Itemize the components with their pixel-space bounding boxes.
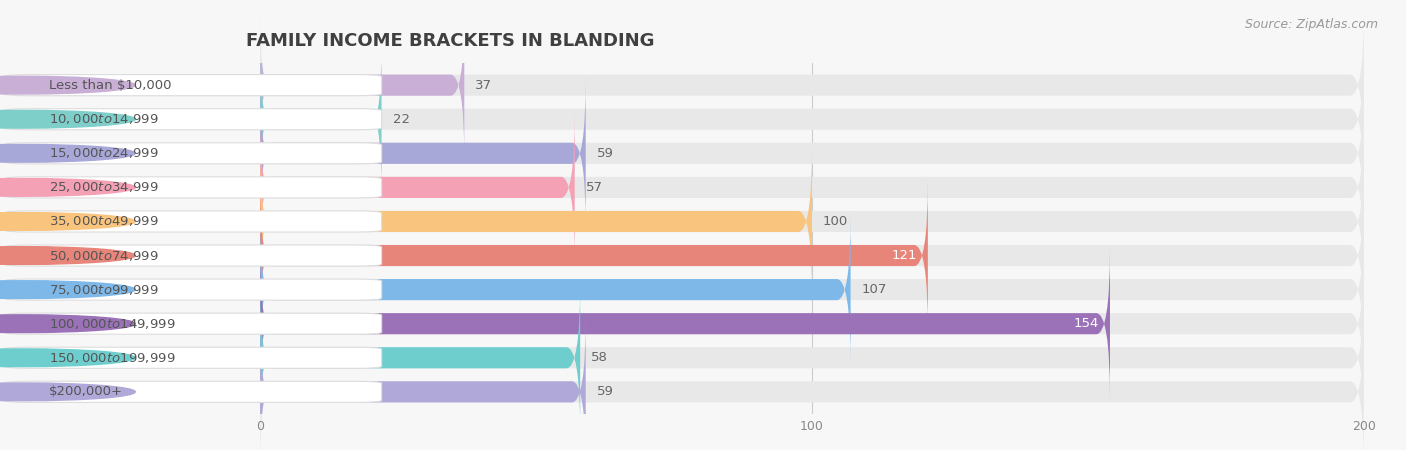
Text: $15,000 to $24,999: $15,000 to $24,999	[49, 146, 159, 160]
FancyBboxPatch shape	[260, 79, 1364, 228]
Circle shape	[0, 144, 135, 162]
Circle shape	[0, 76, 135, 94]
Text: 37: 37	[475, 79, 492, 92]
FancyBboxPatch shape	[260, 10, 1364, 160]
FancyBboxPatch shape	[4, 381, 381, 402]
FancyBboxPatch shape	[260, 113, 575, 262]
FancyBboxPatch shape	[260, 79, 586, 228]
Text: Source: ZipAtlas.com: Source: ZipAtlas.com	[1244, 18, 1378, 31]
Text: 107: 107	[862, 283, 887, 296]
FancyBboxPatch shape	[4, 245, 381, 266]
FancyBboxPatch shape	[4, 177, 381, 198]
FancyBboxPatch shape	[260, 249, 1364, 398]
Text: $50,000 to $74,999: $50,000 to $74,999	[49, 248, 159, 262]
FancyBboxPatch shape	[260, 317, 586, 450]
FancyBboxPatch shape	[260, 181, 928, 330]
FancyBboxPatch shape	[260, 181, 1364, 330]
FancyBboxPatch shape	[260, 10, 464, 160]
Text: $75,000 to $99,999: $75,000 to $99,999	[49, 283, 159, 297]
Circle shape	[0, 383, 135, 400]
Circle shape	[0, 179, 135, 196]
FancyBboxPatch shape	[260, 283, 1364, 432]
FancyBboxPatch shape	[4, 108, 381, 130]
FancyBboxPatch shape	[4, 313, 381, 334]
Text: 59: 59	[596, 147, 613, 160]
Text: 59: 59	[596, 385, 613, 398]
Text: $10,000 to $14,999: $10,000 to $14,999	[49, 112, 159, 126]
FancyBboxPatch shape	[4, 75, 381, 96]
Circle shape	[0, 247, 135, 265]
Circle shape	[0, 281, 135, 298]
Text: 121: 121	[891, 249, 917, 262]
Text: $200,000+: $200,000+	[49, 385, 124, 398]
FancyBboxPatch shape	[260, 45, 1364, 194]
Text: $35,000 to $49,999: $35,000 to $49,999	[49, 215, 159, 229]
FancyBboxPatch shape	[260, 283, 581, 432]
FancyBboxPatch shape	[260, 249, 1109, 398]
FancyBboxPatch shape	[4, 211, 381, 232]
FancyBboxPatch shape	[260, 317, 1364, 450]
Text: FAMILY INCOME BRACKETS IN BLANDING: FAMILY INCOME BRACKETS IN BLANDING	[246, 32, 655, 50]
FancyBboxPatch shape	[260, 215, 851, 364]
FancyBboxPatch shape	[4, 279, 381, 300]
Text: $150,000 to $199,999: $150,000 to $199,999	[49, 351, 176, 365]
FancyBboxPatch shape	[260, 147, 813, 296]
FancyBboxPatch shape	[4, 347, 381, 369]
Text: Less than $10,000: Less than $10,000	[49, 79, 172, 92]
Circle shape	[0, 110, 135, 128]
Text: 58: 58	[591, 351, 609, 364]
Text: $25,000 to $34,999: $25,000 to $34,999	[49, 180, 159, 194]
FancyBboxPatch shape	[260, 113, 1364, 262]
Text: 22: 22	[392, 113, 409, 126]
FancyBboxPatch shape	[260, 215, 1364, 364]
Circle shape	[0, 349, 135, 367]
Text: $100,000 to $149,999: $100,000 to $149,999	[49, 317, 176, 331]
FancyBboxPatch shape	[260, 147, 1364, 296]
Circle shape	[0, 212, 135, 230]
Circle shape	[0, 315, 135, 333]
Text: 100: 100	[823, 215, 848, 228]
FancyBboxPatch shape	[4, 143, 381, 164]
FancyBboxPatch shape	[260, 45, 381, 194]
Text: 57: 57	[586, 181, 603, 194]
Text: 154: 154	[1074, 317, 1099, 330]
